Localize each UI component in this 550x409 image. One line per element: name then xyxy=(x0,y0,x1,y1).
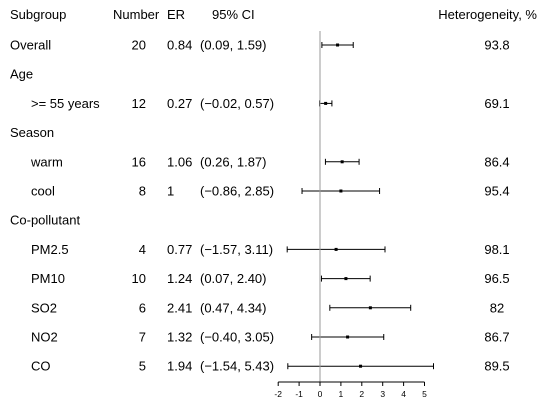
x-tick-label: 1 xyxy=(339,389,344,399)
estimate-point xyxy=(368,306,372,310)
x-tick-label: -2 xyxy=(274,389,282,399)
estimate-point xyxy=(359,364,363,368)
table-row: PM10 10 1.24 (0.07, 2.40) 96.5 xyxy=(31,271,510,286)
table-row: CO 5 1.94 (−1.54, 5.43) 89.5 xyxy=(31,359,510,374)
estimate-point xyxy=(334,247,338,251)
table-row: PM2.5 4 0.77 (−1.57, 3.11) 98.1 xyxy=(31,242,510,257)
subgroup-header: Subgroup xyxy=(10,7,66,22)
ci-value: (−1.54, 5.43) xyxy=(200,359,274,374)
estimate-point xyxy=(336,43,340,47)
number-header: Number xyxy=(113,7,160,22)
er-value: 1.32 xyxy=(167,330,192,345)
group-header: Season xyxy=(10,125,54,140)
table-row: Overall 20 0.84 (0.09, 1.59) 93.8 xyxy=(10,38,510,53)
number-value: 20 xyxy=(132,38,146,53)
heterogeneity-value: 82 xyxy=(490,300,504,315)
table-row: cool 8 1 (−0.86, 2.85) 95.4 xyxy=(31,184,510,199)
er-value: 2.41 xyxy=(167,300,192,315)
number-value: 4 xyxy=(139,242,146,257)
group-header: Co-pollutant xyxy=(10,213,80,228)
er-value: 0.84 xyxy=(167,38,192,53)
subgroup-label: SO2 xyxy=(31,300,57,315)
x-tick-label: 2 xyxy=(359,389,364,399)
subgroup-label: CO xyxy=(31,359,51,374)
ci-value: (0.09, 1.59) xyxy=(200,38,267,53)
group-header-label: Co-pollutant xyxy=(10,213,80,228)
subgroup-label: Overall xyxy=(10,38,51,53)
heterogeneity-value: 89.5 xyxy=(484,359,509,374)
group-header-label: Age xyxy=(10,67,33,82)
x-tick-label: 0 xyxy=(318,389,323,399)
subgroup-label: >= 55 years xyxy=(31,96,100,111)
number-value: 12 xyxy=(132,96,146,111)
estimate-point xyxy=(346,335,350,339)
table-row: NO2 7 1.32 (−0.40, 3.05) 86.7 xyxy=(31,330,510,345)
subgroup-label: warm xyxy=(30,154,63,169)
subgroup-label: PM2.5 xyxy=(31,242,69,257)
table-row: >= 55 years 12 0.27 (−0.02, 0.57) 69.1 xyxy=(31,96,510,111)
estimate-point xyxy=(340,160,344,164)
er-value: 1.94 xyxy=(167,359,192,374)
er-value: 1.06 xyxy=(167,154,192,169)
x-axis: -2 -1 0 1 2 3 4 5 xyxy=(274,31,427,399)
heterogeneity-value: 95.4 xyxy=(484,184,509,199)
forest-rows: Overall 20 0.84 (0.09, 1.59) 93.8 Age >= 55 ye… xyxy=(10,38,510,374)
ci-value: (−1.57, 3.11) xyxy=(200,242,273,257)
table-row: SO2 6 2.41 (0.47, 4.34) 82 xyxy=(31,300,504,315)
subgroup-label: NO2 xyxy=(31,330,58,345)
group-header: Age xyxy=(10,67,33,82)
x-tick-label: -1 xyxy=(295,389,303,399)
heterogeneity-header: Heterogeneity, % xyxy=(438,7,537,22)
er-value: 1 xyxy=(167,184,174,199)
er-value: 0.77 xyxy=(167,242,192,257)
ci-value: (−0.86, 2.85) xyxy=(200,184,274,199)
estimate-point xyxy=(339,189,343,193)
heterogeneity-value: 93.8 xyxy=(484,38,509,53)
estimate-point xyxy=(324,101,328,105)
heterogeneity-value: 96.5 xyxy=(484,271,509,286)
number-value: 6 xyxy=(139,300,146,315)
number-value: 10 xyxy=(132,271,146,286)
subgroup-label: PM10 xyxy=(31,271,65,286)
x-tick-label: 5 xyxy=(422,389,427,399)
heterogeneity-value: 86.4 xyxy=(484,154,509,169)
number-value: 5 xyxy=(139,359,146,374)
ci-value: (−0.02, 0.57) xyxy=(200,96,274,111)
er-header: ER xyxy=(167,7,185,22)
ci-value: (0.26, 1.87) xyxy=(200,154,267,169)
ci-value: (0.07, 2.40) xyxy=(200,271,267,286)
column-headers: Subgroup Number ER 95% CI Heterogeneity,… xyxy=(10,7,537,22)
number-value: 7 xyxy=(139,330,146,345)
ci-value: (0.47, 4.34) xyxy=(200,300,267,315)
heterogeneity-value: 69.1 xyxy=(484,96,509,111)
group-header-label: Season xyxy=(10,125,54,140)
er-value: 1.24 xyxy=(167,271,192,286)
table-row: warm 16 1.06 (0.26, 1.87) 86.4 xyxy=(30,154,510,169)
number-value: 16 xyxy=(132,154,146,169)
subgroup-label: cool xyxy=(31,184,55,199)
heterogeneity-value: 98.1 xyxy=(484,242,509,257)
x-tick-label: 3 xyxy=(380,389,385,399)
heterogeneity-value: 86.7 xyxy=(484,330,509,345)
er-value: 0.27 xyxy=(167,96,192,111)
estimate-point xyxy=(344,277,348,281)
number-value: 8 xyxy=(139,184,146,199)
ci-header: 95% CI xyxy=(212,7,255,22)
ci-value: (−0.40, 3.05) xyxy=(200,330,274,345)
x-tick-label: 4 xyxy=(401,389,406,399)
